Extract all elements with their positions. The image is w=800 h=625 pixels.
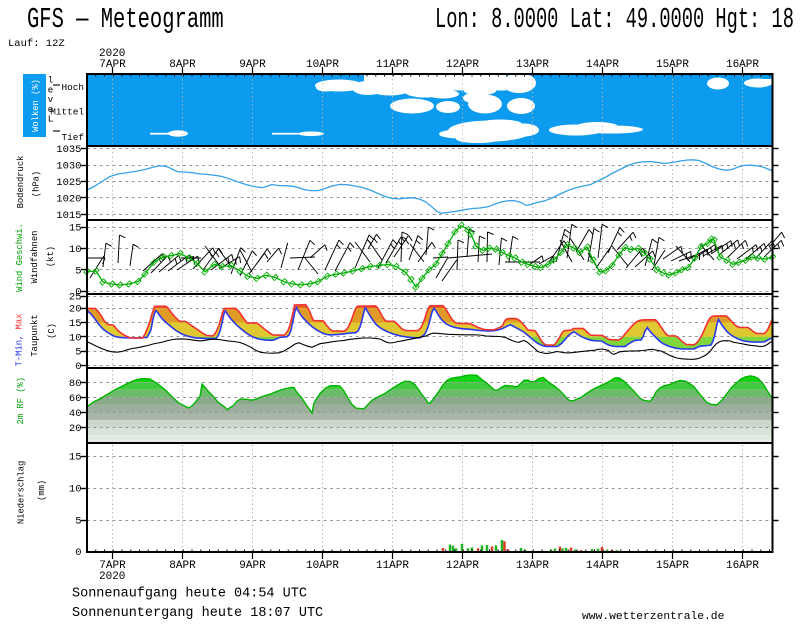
svg-text:11APR: 11APR xyxy=(376,560,409,572)
svg-text:Hoch: Hoch xyxy=(61,82,84,93)
svg-text:13APR: 13APR xyxy=(516,59,549,71)
svg-text:(kt): (kt) xyxy=(46,246,56,267)
svg-text:l: l xyxy=(48,75,54,86)
svg-text:15: 15 xyxy=(69,452,82,464)
svg-text:10APR: 10APR xyxy=(306,560,339,572)
svg-text:12APR: 12APR xyxy=(446,59,479,71)
svg-text:Wolken (%): Wolken (%) xyxy=(31,79,41,132)
svg-text:8APR: 8APR xyxy=(169,59,196,71)
svg-text:T-Min, Max: T-Min, Max xyxy=(15,314,25,367)
svg-text:80: 80 xyxy=(69,378,82,390)
svg-text:8APR: 8APR xyxy=(169,560,196,572)
svg-text:GFS — Meteogramm: GFS — Meteogramm xyxy=(27,4,224,36)
svg-text:www.wetterzentrale.de: www.wetterzentrale.de xyxy=(582,611,725,623)
svg-text:25: 25 xyxy=(69,292,82,304)
svg-text:0: 0 xyxy=(75,287,81,299)
svg-text:5: 5 xyxy=(75,266,81,278)
svg-text:15: 15 xyxy=(69,223,82,235)
svg-text:Windfahnen: Windfahnen xyxy=(30,231,40,284)
svg-text:Bodendruck: Bodendruck xyxy=(16,156,26,209)
svg-text:5: 5 xyxy=(75,516,81,528)
svg-text:16APR: 16APR xyxy=(726,59,759,71)
svg-text:Lauf: 12Z: Lauf: 12Z xyxy=(8,38,65,50)
svg-text:60: 60 xyxy=(69,393,82,405)
svg-text:Wind Geschwi.: Wind Geschwi. xyxy=(15,223,25,292)
svg-text:12APR: 12APR xyxy=(446,560,479,572)
svg-text:Mittel: Mittel xyxy=(50,107,84,118)
svg-text:(mm): (mm) xyxy=(37,480,47,501)
svg-text:1025: 1025 xyxy=(56,177,81,189)
svg-text:20: 20 xyxy=(69,304,82,316)
svg-text:0: 0 xyxy=(75,361,81,373)
svg-text:20: 20 xyxy=(69,423,82,435)
svg-text:(hPa): (hPa) xyxy=(32,171,42,197)
svg-text:15: 15 xyxy=(69,318,82,330)
svg-text:(C): (C) xyxy=(47,323,57,339)
svg-text:10: 10 xyxy=(69,244,82,256)
svg-text:e: e xyxy=(48,84,54,95)
svg-text:9APR: 9APR xyxy=(239,560,266,572)
svg-text:1020: 1020 xyxy=(56,194,81,206)
svg-text:L: L xyxy=(48,114,54,125)
svg-text:0: 0 xyxy=(75,547,81,559)
svg-text:14APR: 14APR xyxy=(586,59,619,71)
svg-text:16APR: 16APR xyxy=(726,560,759,572)
svg-text:1030: 1030 xyxy=(56,161,81,173)
svg-text:2m RF (%): 2m RF (%) xyxy=(16,377,26,425)
svg-text:5: 5 xyxy=(75,347,81,359)
svg-text:13APR: 13APR xyxy=(516,560,549,572)
svg-text:Taupunkt: Taupunkt xyxy=(30,314,40,356)
svg-text:e: e xyxy=(48,104,54,115)
svg-text:Tief: Tief xyxy=(61,132,84,143)
svg-text:15APR: 15APR xyxy=(656,560,689,572)
svg-text:Niederschlag: Niederschlag xyxy=(17,461,27,524)
svg-text:10APR: 10APR xyxy=(306,59,339,71)
svg-text:15APR: 15APR xyxy=(656,59,689,71)
svg-text:9APR: 9APR xyxy=(239,59,266,71)
svg-text:40: 40 xyxy=(69,408,82,420)
svg-text:2020: 2020 xyxy=(99,48,125,60)
svg-text:10: 10 xyxy=(69,332,82,344)
svg-text:1035: 1035 xyxy=(56,144,81,156)
svg-text:2020: 2020 xyxy=(99,571,125,583)
svg-text:Sonnenuntergang heute 18:07 UT: Sonnenuntergang heute 18:07 UTC xyxy=(72,606,323,621)
svg-text:10: 10 xyxy=(69,484,82,496)
svg-text:v: v xyxy=(48,94,54,105)
svg-text:Sonnenaufgang heute 04:54 UTC: Sonnenaufgang heute 04:54 UTC xyxy=(72,587,307,602)
svg-text:7APR: 7APR xyxy=(99,560,126,572)
svg-text:Lon: 8.0000 Lat: 49.0000 Hgt:: Lon: 8.0000 Lat: 49.0000 Hgt: 18 xyxy=(435,5,794,37)
svg-text:14APR: 14APR xyxy=(586,560,619,572)
svg-text:7APR: 7APR xyxy=(99,59,126,71)
svg-text:11APR: 11APR xyxy=(376,59,409,71)
svg-text:1015: 1015 xyxy=(56,210,81,222)
